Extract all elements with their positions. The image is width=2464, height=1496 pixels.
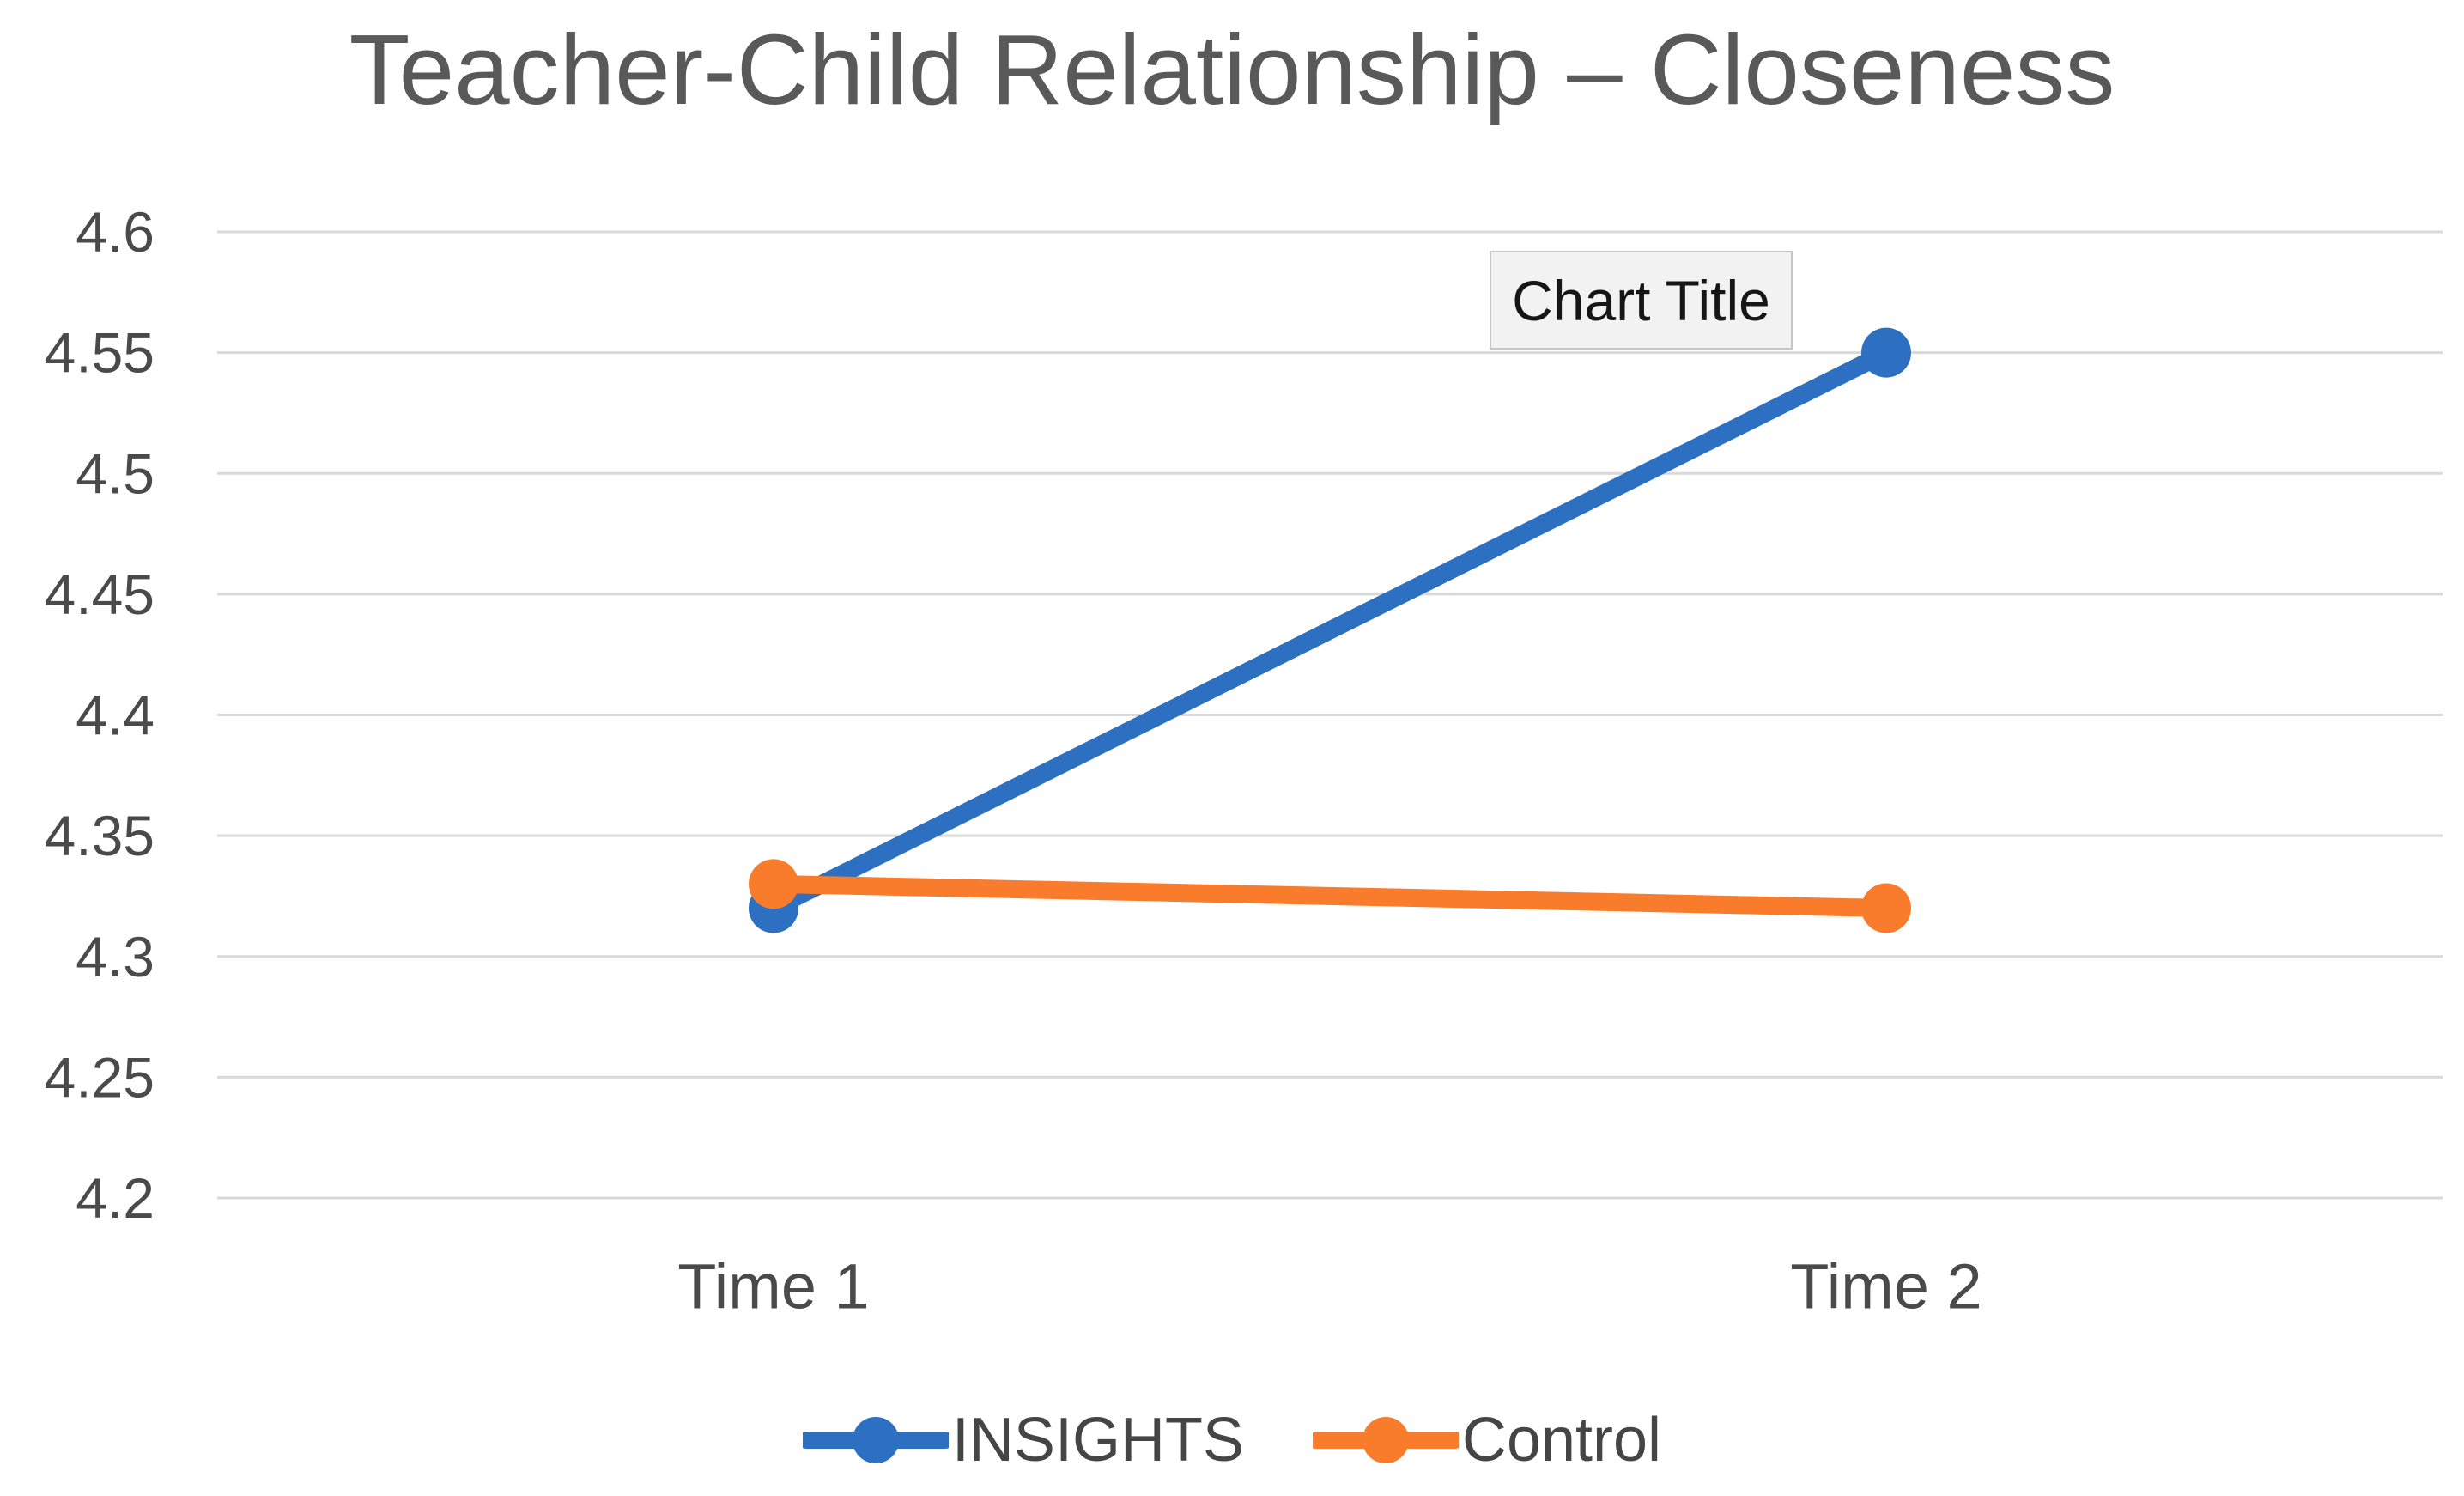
legend-line-marker-icon <box>1312 1417 1459 1463</box>
legend-item-control[interactable]: Control <box>1312 1405 1662 1475</box>
legend: INSIGHTS Control <box>0 1384 2464 1496</box>
y-axis-tick-label: 4.4 <box>76 684 155 747</box>
chart-title-overlay[interactable]: Chart Title <box>1490 251 1793 350</box>
y-axis-tick-label: 4.2 <box>76 1166 155 1230</box>
series-line-insights[interactable] <box>764 344 1896 917</box>
page-title: Teacher-Child Relationship – Closeness <box>349 14 2115 125</box>
y-axis-tick-label: 4.6 <box>76 200 155 264</box>
data-point-control-1[interactable] <box>749 859 798 909</box>
y-axis-tick-label: 4.45 <box>45 563 155 626</box>
data-point-insights-2[interactable] <box>1861 327 1911 378</box>
legend-item-insights[interactable]: INSIGHTS <box>802 1405 1244 1475</box>
legend-label: INSIGHTS <box>951 1406 1244 1475</box>
legend-line-marker-icon <box>802 1417 949 1463</box>
y-axis-tick-label: 4.25 <box>45 1045 155 1109</box>
series-line-control[interactable] <box>764 874 1896 917</box>
y-axis-tick-label: 4.5 <box>76 441 155 505</box>
y-axis-tick-label: 4.3 <box>76 925 155 988</box>
x-axis-category-label: Time 1 <box>677 1251 869 1323</box>
chart-title-overlay-label: Chart Title <box>1512 268 1770 332</box>
legend-label: Control <box>1461 1406 1662 1475</box>
x-axis-category-label: Time 2 <box>1790 1251 1982 1323</box>
y-axis-tick-label: 4.55 <box>45 321 155 385</box>
y-axis-tick-label: 4.35 <box>45 804 155 867</box>
data-point-control-2[interactable] <box>1861 883 1911 933</box>
